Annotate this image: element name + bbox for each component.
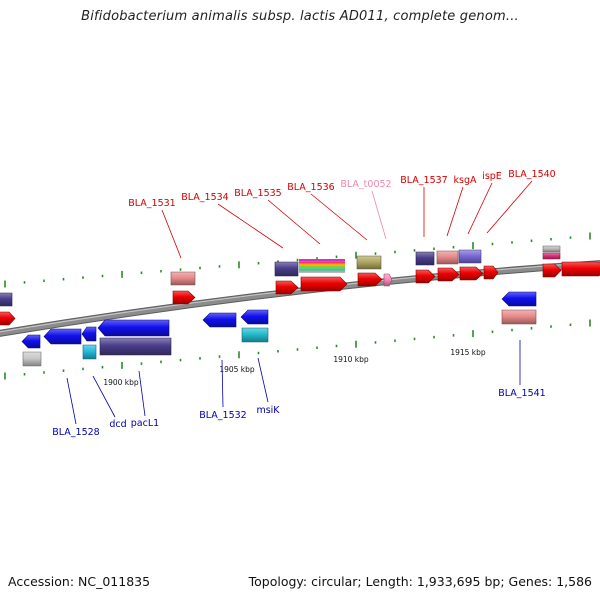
backbone-highlight [0,261,600,333]
gene-label-ispe-leader [467,182,493,235]
accession-label: Accession: NC_011835 [8,574,151,589]
gene-label-dcd: dcd [109,419,126,430]
lower-tick-row [4,319,591,380]
gene-label-msik: msiK [256,405,280,416]
scale-label: 1910 kbp [333,355,369,364]
stacked-feature-band [299,268,345,271]
reverse-gene [501,291,537,307]
reverse-gene [240,309,269,325]
stacked-feature-band [299,261,345,264]
gene-label-bla_1531-leader [161,209,182,259]
forward-gene [437,267,460,282]
gene-label-bla_1532-leader [221,359,224,408]
forward-feature [415,251,435,266]
reverse-gene [21,334,41,349]
forward-gene [172,290,196,305]
forward-gene [542,263,562,278]
forward-gene [300,276,348,292]
scale-label: 1900 kbp [103,378,139,387]
upper-tick-row [4,232,591,288]
genome-summary: Topology: circular; Length: 1,933,695 bp… [248,574,592,589]
forward-gene [561,261,600,277]
forward-feature [170,271,196,286]
reverse-gene [43,328,82,345]
gene-label-bla_1541: BLA_1541 [498,388,545,399]
gene-label-msik-leader [257,357,269,403]
gene-label-pacl1: pacL1 [131,418,159,429]
gene-label-bla_1534-leader [217,203,284,249]
backbone [0,261,600,336]
forward-feature [0,292,13,307]
forward-gene [357,272,383,287]
gene-label-ispe: ispE [482,171,502,182]
forward-gene [0,311,16,326]
forward-feature [356,255,382,270]
reverse-feature [82,344,97,360]
gene-label-bla_1531: BLA_1531 [128,198,175,209]
reverse-feature [22,351,42,367]
scale-label: 1915 kbp [450,348,486,357]
gene-label-bla_1536: BLA_1536 [287,182,334,193]
gene-label-bla_1535-leader [267,199,321,245]
gene-label-ksga-leader [446,186,464,237]
reverse-gene [97,319,170,337]
forward-feature [458,249,482,264]
gene-label-bla_1532: BLA_1532 [199,410,246,421]
stacked-feature-band [299,263,345,266]
gene-label-bla_t0052-leader [371,190,387,240]
forward-gene [415,269,436,284]
forward-feature [274,261,299,277]
gene-label-bla_1534: BLA_1534 [181,192,228,203]
reverse-feature [99,337,172,356]
gene-label-bla_1535: BLA_1535 [234,188,281,199]
scale-label: 1905 kbp [219,365,255,374]
forward-gene [275,280,299,295]
reverse-gene [202,312,237,328]
stacked-feature-band [299,259,345,262]
forward-gene [459,266,484,281]
reverse-feature [501,309,537,325]
gene-label-bla_1536-leader [310,193,368,241]
gene-label-dcd-leader [92,375,116,418]
stacked-feature-band [299,265,345,269]
gene-label-pacl1-leader [138,370,146,417]
gene-label-bla_1540-leader [486,180,533,234]
reverse-feature [241,327,269,343]
forward-feature [436,250,459,265]
gene-label-bla_t0052: BLA_t0052 [340,179,391,190]
forward-gene [383,273,393,287]
map-title: Bifidobacterium animalis subsp. lactis A… [81,9,519,24]
forward-feature [542,245,561,253]
forward-gene [483,265,499,280]
gene-label-ksga: ksgA [454,175,477,186]
stacked-feature-band [299,270,345,273]
gene-label-bla_1528: BLA_1528 [52,427,99,438]
gene-label-bla_1537: BLA_1537 [400,175,447,186]
gene-label-bla_1528-leader [66,377,77,425]
reverse-gene [81,326,97,342]
forward-feature [542,252,561,260]
gene-label-bla_1540: BLA_1540 [508,169,555,180]
